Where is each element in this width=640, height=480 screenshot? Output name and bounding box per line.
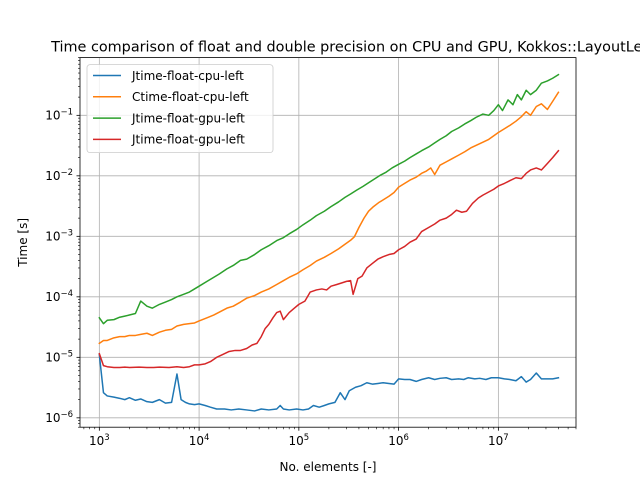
y-tick-label: 10−3 (45, 228, 73, 243)
grid (80, 57, 576, 428)
legend-label: Ctime-float-cpu-left (132, 90, 249, 104)
series-line-2 (98, 91, 560, 345)
series-line-1 (98, 353, 560, 412)
y-tick-label: 10−1 (45, 107, 73, 122)
legend: Jtime-float-cpu-left Ctime-float-cpu-left… (86, 64, 274, 153)
y-tick-label: 10−5 (45, 349, 73, 364)
x-axis: 103 104 105 106 107 (83, 427, 577, 448)
legend-label: Jtime-float-gpu-left (131, 133, 245, 147)
x-tick-label: 106 (388, 433, 409, 448)
series-line-3 (98, 73, 560, 325)
series-layer (98, 73, 560, 412)
x-tick-label: 105 (289, 433, 310, 448)
series-line-4 (98, 149, 560, 369)
y-tick-label: 10−2 (45, 168, 73, 183)
x-tick-label: 104 (189, 433, 210, 448)
y-axis-label: Time [s] (16, 218, 30, 268)
chart-title: Time comparison of float and double prec… (50, 40, 640, 56)
x-axis-label: No. elements [-] (280, 460, 377, 474)
y-tick-label: 10−6 (45, 410, 73, 425)
y-tick-label: 10−4 (45, 289, 73, 304)
legend-label: Jtime-float-gpu-left (131, 111, 245, 125)
legend-box (86, 64, 274, 153)
x-tick-label: 103 (89, 433, 110, 448)
x-tick-label: 107 (488, 433, 509, 448)
legend-label: Jtime-float-cpu-left (131, 69, 244, 83)
y-axis: 10−6 10−5 10−4 10−3 10−2 10−1 (45, 57, 80, 428)
